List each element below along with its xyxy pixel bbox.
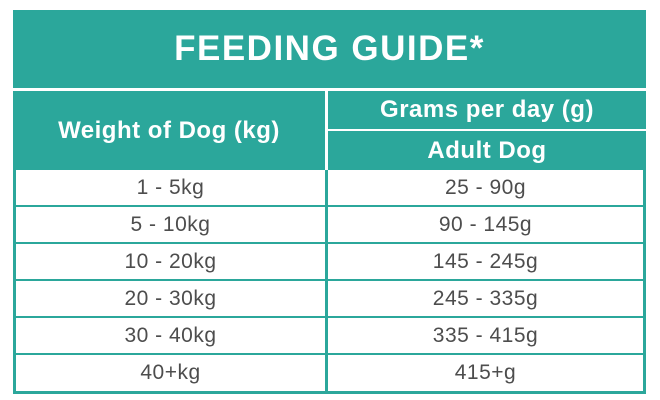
grams-cell: 90 - 145g [438,212,533,236]
table-row: 20 - 30kg 245 - 335g [16,281,643,318]
grams-cell: 415+g [454,361,517,384]
weight-cell: 1 - 5kg [16,170,328,205]
column-header-grams-group: Grams per day (g) Adult Dog [328,91,646,170]
table-header-section: Weight of Dog (kg) Grams per day (g) Adu… [13,91,646,170]
table-title: FEEDING GUIDE* [174,29,485,68]
adult-dog-subheader: Adult Dog [328,131,646,170]
table-body: 1 - 5kg 25 - 90g 5 - 10kg 90 - 145g 10 -… [13,170,646,394]
table-row: 30 - 40kg 335 - 415g [16,318,643,355]
weight-cell: 20 - 30kg [16,281,328,316]
table-row: 40+kg 415+g [16,355,643,391]
weight-cell: 10 - 20kg [16,244,328,279]
weight-cell: 5 - 10kg [16,207,328,242]
grams-per-day-header: Grams per day (g) [328,91,646,131]
grams-cell: 145 - 245g [432,249,539,273]
grams-header-label: Grams per day (g) [380,96,594,123]
weight-cell: 40+kg [16,355,328,391]
grams-cell: 245 - 335g [432,286,539,310]
weight-header-label: Weight of Dog (kg) [58,116,280,144]
table-row: 10 - 20kg 145 - 245g [16,244,643,281]
table-row: 5 - 10kg 90 - 145g [16,207,643,244]
adult-dog-label: Adult Dog [427,136,547,164]
grams-cell: 335 - 415g [432,323,539,347]
weight-cell: 30 - 40kg [16,318,328,353]
feeding-guide-table: FEEDING GUIDE* Weight of Dog (kg) Grams … [13,10,646,394]
table-row: 1 - 5kg 25 - 90g [16,170,643,207]
table-title-bar: FEEDING GUIDE* [13,10,646,88]
grams-cell: 25 - 90g [444,175,527,199]
column-header-weight: Weight of Dog (kg) [13,91,328,170]
